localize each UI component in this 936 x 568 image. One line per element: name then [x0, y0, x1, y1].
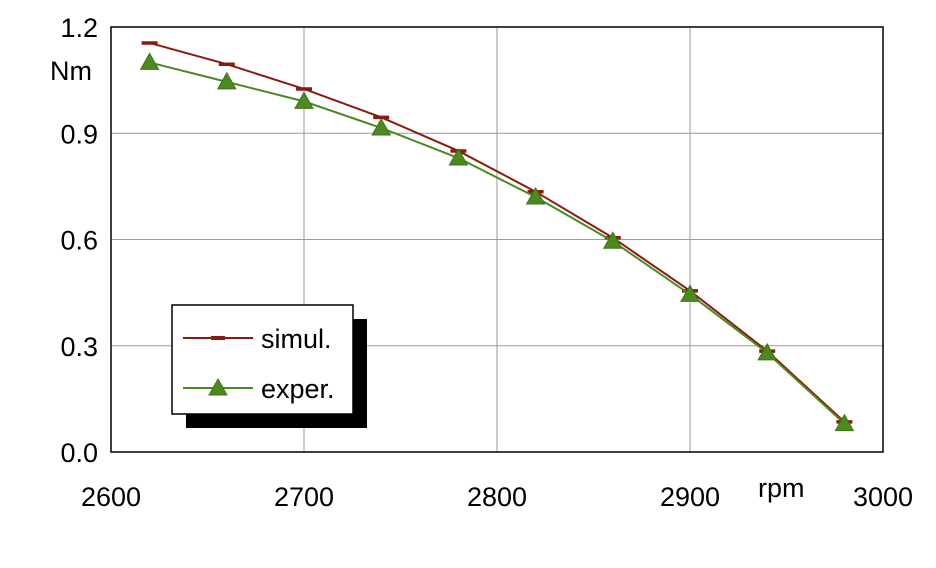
data-point-exper — [834, 413, 855, 432]
data-point-exper — [602, 231, 623, 249]
x-tick-labels: 2600 2700 2800 2900 3000 — [81, 482, 913, 512]
y-tick-label: 0.6 — [60, 226, 98, 256]
data-point-exper — [216, 71, 237, 90]
x-tick-label: 3000 — [853, 482, 913, 512]
series-line-exper — [149, 61, 846, 425]
legend: simul. exper. — [171, 304, 367, 428]
data-point-exper — [680, 284, 700, 302]
data-point-exper — [757, 342, 778, 361]
legend-label-exper: exper. — [261, 374, 335, 404]
plot-area-frame — [110, 26, 884, 453]
y-tick-labels: 0.0 0.3 0.6 0.9 1.2 — [60, 13, 98, 468]
data-point-exper — [448, 148, 469, 166]
legend-marker-exper — [208, 377, 228, 396]
data-point-exper — [139, 52, 160, 70]
x-tick-label: 2600 — [81, 482, 141, 512]
y-tick-label: 0.9 — [60, 119, 98, 149]
x-tick-label: 2800 — [467, 482, 527, 512]
data-point-exper — [525, 186, 546, 205]
x-axis-unit: rpm — [758, 473, 805, 503]
x-tick-label: 2900 — [660, 482, 720, 512]
legend-label-simul: simul. — [261, 324, 332, 354]
data-point-exper — [371, 117, 392, 136]
y-axis-unit: Nm — [50, 56, 92, 86]
y-tick-label: 0.3 — [60, 332, 98, 362]
x-tick-label: 2700 — [274, 482, 334, 512]
legend-box — [171, 304, 354, 415]
y-tick-label: 1.2 — [60, 13, 98, 43]
series-line-simul — [149, 41, 846, 423]
y-tick-label: 0.0 — [60, 438, 98, 468]
data-point-exper — [294, 91, 314, 109]
series-layer — [139, 41, 855, 432]
